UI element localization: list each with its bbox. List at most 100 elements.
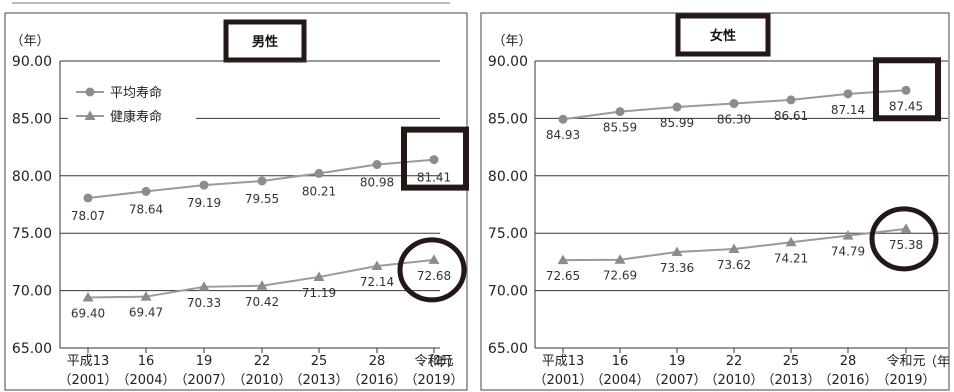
data-label: 69.40 <box>71 306 105 320</box>
data-labels: 84.93 85.59 85.99 86.30 86.61 87.14 87.45 72.65… <box>546 99 923 283</box>
data-point-circle <box>83 193 93 203</box>
highlight-circle <box>397 237 467 303</box>
data-point-circle <box>672 102 682 112</box>
data-labels: 78.07 78.64 79.19 79.55 80.21 80.98 81.41 69.40… <box>71 171 451 321</box>
y-tick-label: 65.00 <box>12 341 52 357</box>
data-point-circle <box>199 180 209 190</box>
chart-panel-female: 女性 （年） （年 65.00 70.00 75.00 80.00 85.00 90.00… <box>480 12 950 391</box>
y-tick-label: 85.00 <box>488 111 528 127</box>
data-point-triangle <box>785 236 797 247</box>
x-tick-sublabel: （2007） <box>174 373 233 388</box>
data-label: 85.99 <box>660 116 694 130</box>
x-tick-sublabel: （2013） <box>761 373 820 388</box>
data-point-circle <box>843 89 853 99</box>
highlight-rect <box>401 126 469 191</box>
x-tick-sublabel: （2004） <box>590 373 649 388</box>
x-tick-label: 22 <box>254 354 271 369</box>
data-label: 87.45 <box>889 99 923 113</box>
data-point-circle <box>901 85 911 95</box>
x-tick-label: 16 <box>138 354 155 369</box>
data-point-triangle <box>428 254 440 264</box>
x-axis-unit: （年 <box>924 355 950 370</box>
data-label: 72.68 <box>417 269 451 283</box>
data-label: 79.19 <box>187 196 221 210</box>
x-tick-sublabel: （2010） <box>704 373 763 388</box>
y-tick-label: 75.00 <box>488 226 528 242</box>
highlight-marks <box>397 126 469 303</box>
x-tick-sublabel: （2001） <box>533 373 592 388</box>
data-point-triangle <box>313 271 325 281</box>
x-tick-sublabel: （2016） <box>347 373 406 388</box>
data-label: 86.61 <box>774 109 808 123</box>
data-point-circle <box>141 186 151 196</box>
data-point-circle <box>429 155 439 165</box>
data-label: 74.21 <box>774 251 808 265</box>
y-tick-label: 75.00 <box>12 226 52 242</box>
data-label: 86.30 <box>717 112 751 126</box>
x-tick-label: 28 <box>840 354 857 369</box>
data-point-circle <box>314 168 324 178</box>
highlight-marks <box>869 57 941 272</box>
data-label: 72.65 <box>546 269 580 283</box>
grid-lines <box>534 60 948 349</box>
x-axis-unit: （年） <box>421 355 460 370</box>
x-tick-label: 令和元 <box>414 354 453 369</box>
x-tick-label: 平成13 <box>67 354 110 369</box>
y-tick-labels: 65.00 70.00 75.00 80.00 85.00 90.00 <box>12 54 52 357</box>
data-label: 75.38 <box>889 238 923 252</box>
data-point-triangle <box>900 223 912 233</box>
panel-frame <box>4 12 468 391</box>
data-point-triangle <box>198 281 210 291</box>
data-point-triangle <box>557 254 569 265</box>
y-axis-unit: （年） <box>10 34 49 49</box>
data-label: 70.42 <box>245 295 279 309</box>
data-point-circle <box>729 98 739 108</box>
data-label: 80.98 <box>360 176 394 190</box>
x-tick-label: 16 <box>612 354 629 369</box>
y-tick-label: 80.00 <box>488 169 528 185</box>
data-label: 81.41 <box>417 171 451 185</box>
x-tick-labels: 平成13 （2001） 16 （2004） 19 （2007） 22 （2010） 25 （201… <box>533 348 936 388</box>
x-tick-label: 22 <box>726 354 743 369</box>
legend-marker-circle <box>85 87 95 97</box>
x-tick-label: 19 <box>196 354 213 369</box>
x-tick-label: 25 <box>783 354 800 369</box>
x-tick-label: 令和元 <box>886 354 925 369</box>
x-tick-label: 平成13 <box>542 354 585 369</box>
title-box <box>675 13 771 57</box>
x-tick-label: 25 <box>311 354 328 369</box>
x-tick-label: 19 <box>669 354 686 369</box>
data-label: 87.14 <box>831 103 865 117</box>
legend-marker-triangle <box>84 110 96 120</box>
y-tick-label: 70.00 <box>12 284 52 300</box>
data-label: 73.36 <box>660 261 694 275</box>
y-tick-label: 85.00 <box>12 111 52 127</box>
x-tick-labels: 平成13 （2001） 16 （2004） 19 （2007） 22 （2010） 25 （201… <box>58 348 464 388</box>
highlight-circle <box>869 206 939 272</box>
y-tick-label: 90.00 <box>488 54 528 70</box>
data-label: 84.93 <box>546 128 580 142</box>
y-tick-labels: 65.00 70.00 75.00 80.00 85.00 90.00 <box>488 54 528 357</box>
x-tick-sublabel: （2019） <box>404 373 463 388</box>
data-point-triangle <box>82 291 94 302</box>
y-tick-label: 80.00 <box>12 169 52 185</box>
highlight-rect <box>873 57 941 122</box>
data-label: 70.33 <box>187 296 221 310</box>
x-tick-sublabel: （2016） <box>818 373 877 388</box>
x-tick-sublabel: （2004） <box>116 373 175 388</box>
y-tick-label: 65.00 <box>488 341 528 357</box>
data-point-triangle <box>842 230 854 240</box>
data-label: 74.79 <box>831 245 865 259</box>
data-label: 73.62 <box>717 258 751 272</box>
data-label: 80.21 <box>302 184 336 198</box>
chart-title: 女性 <box>710 28 736 44</box>
legend-label-avg: 平均寿命 <box>110 85 162 101</box>
data-label: 72.69 <box>603 269 637 283</box>
y-tick-label: 70.00 <box>488 284 528 300</box>
data-point-circle <box>615 107 625 117</box>
y-tick-label: 90.00 <box>12 54 52 70</box>
data-label: 69.47 <box>129 306 163 320</box>
data-label: 72.14 <box>360 275 394 289</box>
data-point-triangle <box>671 246 683 257</box>
